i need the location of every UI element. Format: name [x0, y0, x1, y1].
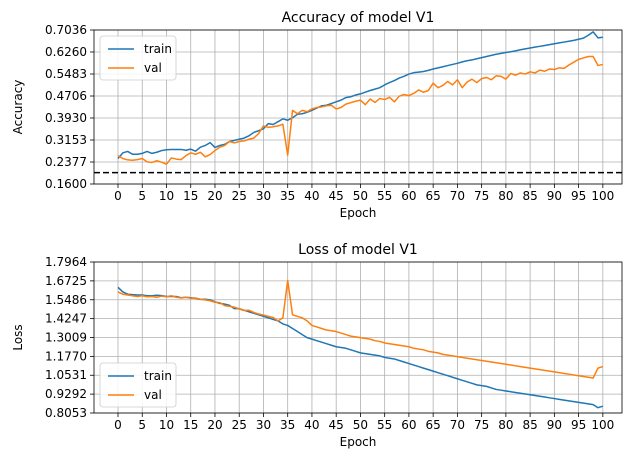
y-tick-label: 1.7964: [45, 255, 87, 269]
x-tick-label: 50: [353, 418, 368, 432]
y-tick-label: 0.1600: [45, 177, 87, 191]
x-tick-label: 65: [426, 189, 441, 203]
x-tick-label: 70: [450, 189, 465, 203]
y-axis-label: Loss: [11, 324, 25, 350]
x-tick-label: 35: [280, 418, 295, 432]
y-tick-label: 1.3009: [45, 330, 87, 344]
x-tick-label: 95: [571, 189, 586, 203]
series-line-val: [117, 279, 604, 379]
y-tick-label: 0.7036: [45, 23, 87, 37]
y-tick-label: 0.9292: [45, 387, 87, 401]
x-tick-label: 5: [138, 189, 146, 203]
x-tick-label: 45: [329, 418, 344, 432]
y-tick-label: 1.1770: [45, 349, 87, 363]
legend: train val: [99, 362, 177, 408]
x-tick-label: 50: [353, 189, 368, 203]
y-tick-label: 0.5483: [45, 67, 87, 81]
y-tick-label: 1.4247: [45, 312, 87, 326]
chart-title: Loss of model V1: [298, 242, 418, 258]
x-tick-label: 25: [232, 418, 247, 432]
x-tick-label: 20: [207, 189, 222, 203]
legend-box: [99, 35, 177, 81]
x-tick-label: 40: [304, 418, 319, 432]
x-tick-label: 25: [232, 189, 247, 203]
x-tick-label: 30: [256, 189, 271, 203]
x-tick-label: 55: [377, 189, 392, 203]
x-tick-label: 10: [159, 189, 174, 203]
legend-label-train: train: [144, 42, 172, 56]
x-tick-label: 100: [591, 418, 614, 432]
legend-label-train: train: [144, 369, 172, 383]
x-tick-label: 85: [522, 189, 537, 203]
x-tick-label: 35: [280, 189, 295, 203]
x-tick-label: 85: [522, 418, 537, 432]
legend: train val: [99, 35, 177, 81]
x-tick-label: 55: [377, 418, 392, 432]
subplot-1: 0 5 10 15 20 25 30 35 40 45 50 55 60 65 70 75 80 85 90 95 10…: [11, 10, 623, 220]
x-tick-label: 5: [138, 418, 146, 432]
legend-box: [99, 362, 177, 408]
y-tick-label: 0.2377: [45, 155, 87, 169]
x-tick-label: 80: [498, 189, 513, 203]
x-tick-label: 45: [329, 189, 344, 203]
x-tick-label: 20: [207, 418, 222, 432]
y-tick-label: 1.5486: [45, 293, 87, 307]
x-tick-label: 75: [474, 418, 489, 432]
y-tick-label: 0.4706: [45, 89, 87, 103]
y-tick-label: 0.3153: [45, 133, 87, 147]
x-axis-label: Epoch: [340, 206, 377, 220]
y-tick-label: 0.8053: [45, 406, 87, 420]
y-tick-label: 0.6260: [45, 45, 87, 59]
x-tick-label: 75: [474, 189, 489, 203]
x-tick-label: 65: [426, 418, 441, 432]
y-tick-label: 1.0531: [45, 368, 87, 382]
x-tick-label: 0: [114, 189, 122, 203]
y-axis-label: Accuracy: [11, 80, 25, 135]
x-tick-label: 80: [498, 418, 513, 432]
series-line-train: [117, 31, 603, 159]
y-tick-label: 0.3930: [45, 111, 87, 125]
axes-frame: [93, 29, 623, 185]
x-tick-label: 60: [401, 418, 416, 432]
x-tick-label: 100: [591, 189, 614, 203]
x-tick-label: 95: [571, 418, 586, 432]
x-tick-label: 15: [183, 418, 198, 432]
subplot-2: 0 5 10 15 20 25 30 35 40 45 50 55 60 65 70 75 80 85 90 95 10…: [11, 242, 623, 449]
x-tick-label: 15: [183, 189, 198, 203]
x-tick-label: 60: [401, 189, 416, 203]
x-tick-label: 10: [159, 418, 174, 432]
series-line-val: [117, 55, 604, 165]
y-tick-label: 1.6725: [45, 274, 87, 288]
x-tick-label: 90: [547, 189, 562, 203]
x-tick-label: 90: [547, 418, 562, 432]
x-tick-label: 30: [256, 418, 271, 432]
x-tick-label: 40: [304, 189, 319, 203]
x-axis-label: Epoch: [340, 435, 377, 449]
x-tick-label: 70: [450, 418, 465, 432]
x-tick-label: 0: [114, 418, 122, 432]
legend-label-val: val: [144, 388, 162, 402]
chart-title: Accuracy of model V1: [282, 10, 435, 26]
legend-label-val: val: [144, 61, 162, 75]
